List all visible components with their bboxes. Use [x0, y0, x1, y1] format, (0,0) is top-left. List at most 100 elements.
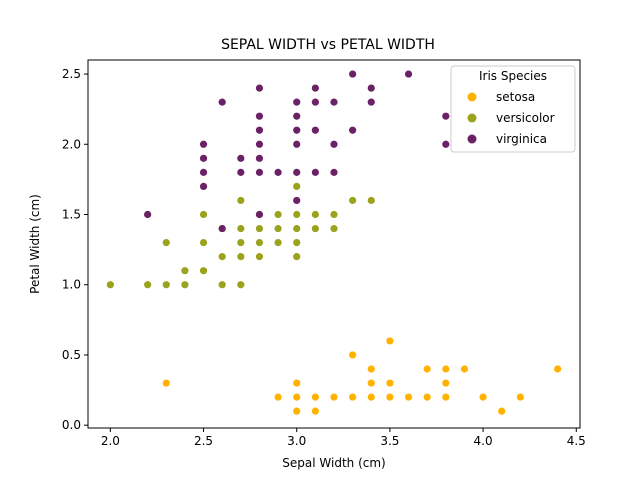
point-virginica	[311, 98, 319, 106]
point-setosa	[442, 379, 450, 387]
point-setosa	[349, 393, 357, 401]
point-virginica	[199, 182, 208, 191]
point-setosa	[386, 379, 394, 387]
point-virginica	[199, 154, 208, 162]
legend-marker-virginica	[467, 134, 477, 144]
y-tick-label: 1.5	[62, 208, 81, 222]
chart-title: SEPAL WIDTH vs PETAL WIDTH	[221, 37, 435, 53]
x-axis-ticks: 2.0 2.5 3.0 3.5 4.0 4.5	[101, 428, 586, 448]
point-virginica	[237, 168, 245, 176]
plot-frame	[87, 59, 581, 429]
point-setosa	[274, 393, 282, 401]
point-versicolor	[144, 281, 152, 289]
point-versicolor	[237, 224, 245, 233]
point-versicolor	[237, 281, 245, 289]
point-versicolor	[162, 238, 170, 247]
point-setosa	[293, 407, 301, 415]
point-virginica	[199, 140, 208, 148]
y-axis-label: Petal Width (cm)	[28, 194, 42, 294]
point-versicolor	[293, 210, 301, 219]
point-setosa	[423, 365, 431, 373]
point-setosa	[442, 365, 450, 373]
point-virginica	[144, 210, 152, 219]
point-virginica	[293, 98, 301, 106]
point-setosa	[367, 379, 375, 387]
point-versicolor	[349, 196, 357, 205]
point-versicolor	[218, 281, 226, 289]
point-virginica	[293, 126, 301, 134]
point-versicolor	[255, 224, 264, 233]
point-versicolor	[255, 253, 264, 261]
point-setosa	[330, 393, 338, 401]
point-virginica	[442, 140, 450, 148]
point-versicolor	[199, 238, 208, 247]
point-virginica	[330, 98, 338, 106]
point-setosa	[386, 393, 394, 401]
point-virginica	[330, 168, 338, 176]
point-virginica	[199, 168, 208, 176]
point-versicolor	[181, 281, 189, 289]
y-tick-label: 2.5	[62, 67, 81, 81]
point-virginica	[367, 84, 375, 92]
point-setosa	[293, 379, 301, 387]
x-tick-label: 3.0	[287, 434, 306, 448]
point-virginica	[293, 140, 301, 148]
point-versicolor	[162, 281, 170, 289]
point-setosa	[442, 393, 450, 401]
point-setosa	[516, 393, 524, 401]
point-virginica	[293, 168, 301, 176]
point-versicolor	[255, 238, 264, 247]
point-virginica	[218, 224, 226, 233]
point-versicolor	[274, 238, 282, 247]
point-versicolor	[106, 281, 114, 289]
point-setosa	[293, 393, 301, 401]
point-versicolor	[367, 196, 375, 205]
point-setosa	[311, 407, 319, 415]
point-virginica	[274, 168, 282, 176]
legend-marker-versicolor	[467, 113, 477, 123]
point-virginica	[367, 98, 375, 106]
legend-marker-setosa	[467, 92, 477, 102]
point-versicolor	[293, 238, 301, 247]
point-versicolor	[311, 224, 319, 233]
point-setosa	[460, 365, 469, 373]
point-virginica	[255, 112, 264, 120]
point-versicolor	[237, 196, 245, 205]
point-setosa	[423, 393, 431, 401]
point-versicolor	[218, 253, 226, 261]
point-versicolor	[274, 224, 282, 233]
point-virginica	[218, 98, 226, 106]
point-virginica	[311, 126, 319, 134]
point-setosa	[349, 351, 357, 359]
points-layer	[106, 70, 562, 415]
x-tick-label: 2.0	[101, 434, 120, 448]
point-versicolor	[311, 210, 319, 219]
y-tick-label: 0.5	[62, 348, 81, 362]
point-versicolor	[181, 267, 189, 275]
x-tick-label: 2.5	[194, 434, 213, 448]
y-tick-label: 1.0	[62, 278, 81, 292]
point-virginica	[255, 210, 264, 219]
point-setosa	[554, 365, 562, 373]
x-tick-label: 4.5	[567, 434, 586, 448]
point-virginica	[255, 154, 264, 162]
point-virginica	[349, 70, 357, 78]
point-virginica	[293, 196, 301, 205]
point-virginica	[293, 112, 301, 120]
legend-label-virginica: virginica	[496, 132, 547, 146]
point-setosa	[479, 393, 487, 401]
y-tick-label: 2.0	[62, 137, 81, 151]
point-setosa	[498, 407, 506, 415]
point-virginica	[404, 70, 413, 78]
point-virginica	[255, 168, 264, 176]
point-versicolor	[330, 210, 338, 219]
point-versicolor	[237, 238, 245, 247]
legend-items: setosa versicolor virginica	[467, 90, 555, 146]
point-versicolor	[293, 182, 301, 191]
point-virginica	[442, 112, 450, 120]
point-setosa	[367, 393, 375, 401]
point-versicolor	[274, 210, 282, 219]
legend-title: Iris Species	[479, 69, 547, 83]
legend-label-versicolor: versicolor	[496, 111, 555, 125]
